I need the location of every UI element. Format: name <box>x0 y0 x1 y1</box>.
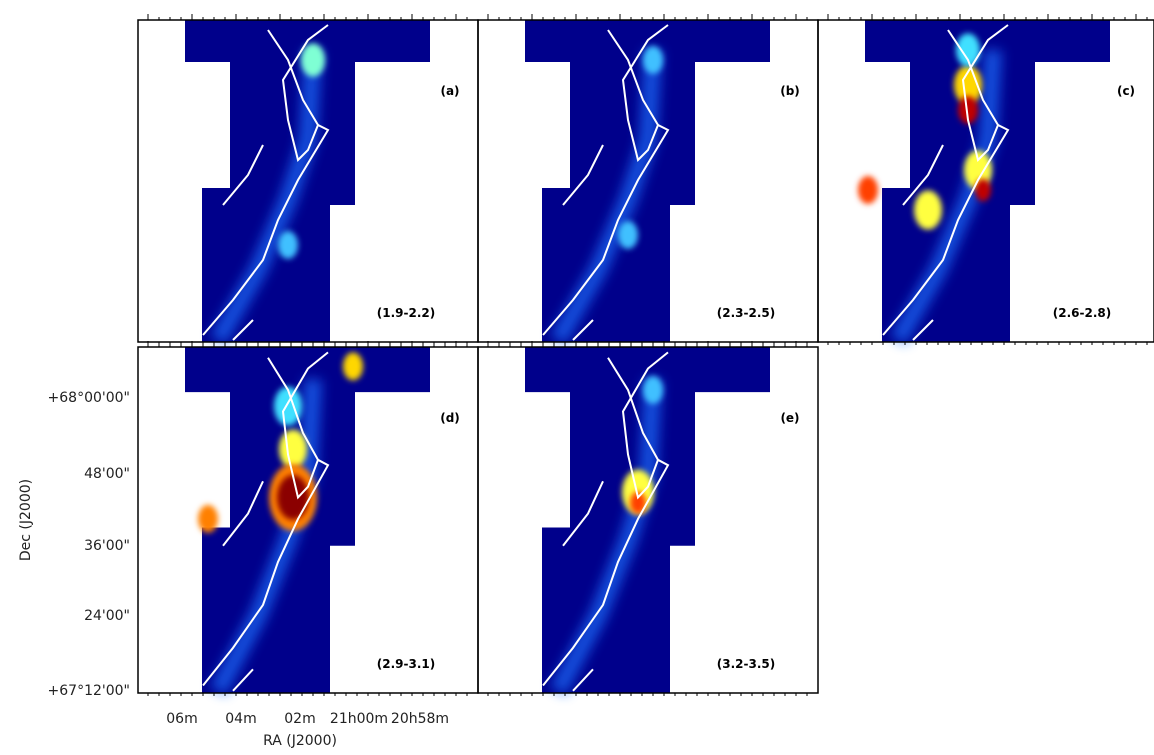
filament-contour <box>882 24 1010 336</box>
filament-contour <box>222 480 264 547</box>
filament-contour <box>562 480 604 547</box>
panel-range: (3.2-3.5) <box>717 657 775 671</box>
panel-tag: (c) <box>1117 84 1135 98</box>
panel-frame <box>817 19 1154 343</box>
map-footprint <box>185 20 430 342</box>
emission-peak <box>618 221 638 249</box>
emission-peak <box>643 375 663 404</box>
emission-peak <box>343 352 363 381</box>
x-tick-label: 21h00m <box>330 711 388 727</box>
emission-peak <box>958 96 978 124</box>
map-footprint <box>525 20 770 342</box>
filament-contour <box>572 668 594 692</box>
x-tick-label: 06m <box>166 711 197 727</box>
panel-tag: (a) <box>440 84 459 98</box>
panel: (d) (2.9-3.1) <box>137 341 479 696</box>
filament-contour <box>607 29 659 126</box>
emission-peak <box>975 178 991 202</box>
x-tick-label: 20h58m <box>391 711 449 727</box>
x-tick-label: 02m <box>284 711 315 727</box>
filament-contour <box>912 319 934 341</box>
y-tick-label: +68°00'00" <box>48 390 130 406</box>
emission-peak <box>274 386 302 426</box>
filament-contour <box>232 668 254 692</box>
y-tick-label: 36'00" <box>84 538 130 554</box>
emission-peak <box>643 46 663 74</box>
filament-contour <box>202 351 330 687</box>
panel-tag: (b) <box>780 84 800 98</box>
filament-contour <box>572 319 594 341</box>
x-tick-label: 04m <box>225 711 256 727</box>
filament-contour <box>542 24 670 336</box>
filament-contour <box>202 24 330 336</box>
panel-tag: (e) <box>780 411 799 425</box>
map-footprint <box>525 347 770 693</box>
panel: (e) (3.2-3.5) <box>477 341 819 696</box>
panel: (c) (2.6-2.8) <box>817 14 1154 345</box>
panel-range: (2.6-2.8) <box>1053 306 1111 320</box>
filament-contour <box>542 351 670 687</box>
panel-frame <box>477 346 819 694</box>
y-tick-label: 48'00" <box>84 466 130 482</box>
filament-contour <box>947 29 999 126</box>
panel-range: (2.9-3.1) <box>377 657 435 671</box>
x-axis-label: RA (J2000) <box>263 733 337 749</box>
emission-peak <box>630 491 646 515</box>
panel-tag: (d) <box>440 411 460 425</box>
filament-contour <box>222 144 264 206</box>
emission-peak <box>954 65 982 105</box>
emission-peak <box>278 231 298 259</box>
panel: (b) (2.3-2.5) <box>477 14 819 345</box>
emission-peak <box>277 475 309 520</box>
filament-contour <box>267 29 319 126</box>
emission-peak <box>301 43 325 77</box>
emission-peak <box>914 190 942 230</box>
y-axis-label: Dec (J2000) <box>18 479 34 561</box>
filament-contour <box>232 319 254 341</box>
panel: (a) (1.9-2.2) <box>137 14 479 345</box>
panel-range: (1.9-2.2) <box>377 306 435 320</box>
filament-contour <box>562 144 604 206</box>
emission-peak <box>198 504 218 533</box>
panel-range: (2.3-2.5) <box>717 306 775 320</box>
filament-contour <box>267 357 319 461</box>
y-tick-label: +67°12'00" <box>48 683 130 699</box>
filament-contour <box>902 144 944 206</box>
emission-peak <box>279 429 307 469</box>
emission-peak <box>858 176 878 204</box>
y-tick-label: 24'00" <box>84 608 130 624</box>
emission-peak <box>956 33 980 67</box>
filament-contour <box>607 357 659 461</box>
